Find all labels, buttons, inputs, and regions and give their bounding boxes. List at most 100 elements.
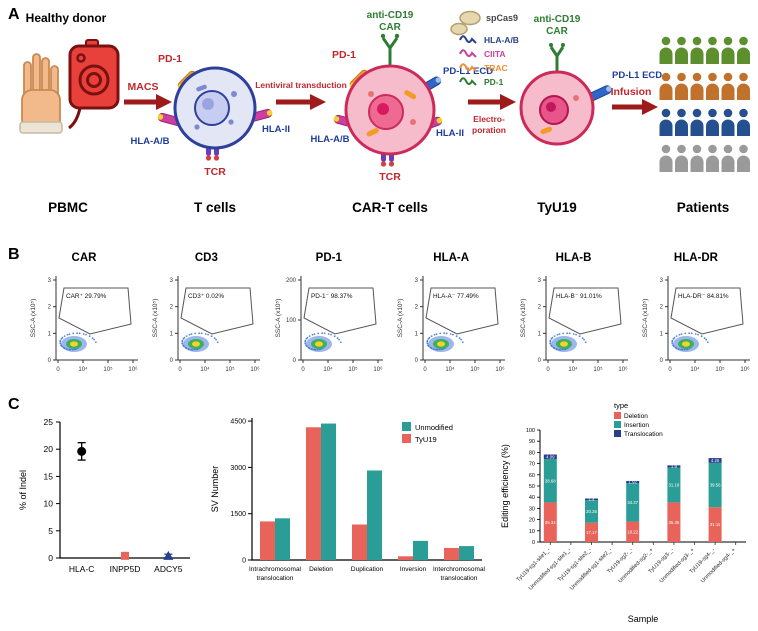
gate-label: HLA-A⁻ 77.49% xyxy=(433,293,479,300)
legend-title: type xyxy=(614,401,628,410)
flow-gate xyxy=(425,287,499,335)
stage-label-tcells: T cells xyxy=(194,200,236,215)
flow-ylabel: SSC-A (x10⁵) xyxy=(520,299,527,338)
infusion-label: Infusion xyxy=(611,86,652,98)
flow-ytick-label: 0 xyxy=(660,358,664,364)
population-core-center xyxy=(70,341,78,347)
car-label-line1: anti-CD19 xyxy=(534,14,581,25)
sv-chart: 0 1500 3000 4500 SV Number Intrachromosomal tr… xyxy=(204,408,490,625)
flow-ylabel: SSC-A (x10⁵) xyxy=(275,299,282,338)
flow-xtick-label: 10⁶ xyxy=(128,366,138,373)
legend-label: Unmodified xyxy=(415,423,453,432)
patient-icon xyxy=(721,36,735,64)
ytick-label: 0 xyxy=(48,553,53,563)
scatter-dot xyxy=(314,348,317,351)
bar-tyu19 xyxy=(260,521,275,560)
flow-ytick-label: 3 xyxy=(537,278,541,284)
arrowhead xyxy=(500,94,516,110)
macs-arrow: MACS xyxy=(124,81,172,110)
scatter-dot xyxy=(60,337,63,340)
flow-plot-car: CAR SSC-A (x10⁵) 0 1 2 3 0 10⁴ 10⁵ 10⁶ CAR⁺ 29.79% xyxy=(26,252,142,395)
segment-value: 34.37 xyxy=(627,500,638,505)
segment-value: 1.92 xyxy=(629,480,638,485)
tcr-label: TCR xyxy=(379,171,401,183)
scatter-dot xyxy=(59,340,62,343)
flow-ytick-label: 200 xyxy=(286,278,297,284)
scatter-dot xyxy=(329,333,332,336)
flow-plot-canvas: SSC-A (x10⁵) 0 100 200 0 10⁴ 10⁵ 10⁶ PD-1⁻ 98.37… xyxy=(275,276,383,373)
indel-chart: 0 5 10 15 20 25 % of Indel HLA-C INPP5D ADCY5 xyxy=(10,408,200,613)
ytick-label: 30 xyxy=(529,506,535,512)
patient-icon xyxy=(706,72,719,100)
segment-value: 35.34 xyxy=(545,520,556,525)
scatter-dot xyxy=(181,342,184,345)
scatter-dot xyxy=(433,348,435,350)
scatter-dot xyxy=(550,345,553,348)
y-axis-label: % of Indel xyxy=(18,470,28,510)
scatter-dot xyxy=(458,337,461,340)
flow-xtick-label: 10⁵ xyxy=(103,366,113,373)
scatter-dot xyxy=(323,332,326,335)
xtick-label: INPP5D xyxy=(110,564,141,574)
guide-rna-icon xyxy=(459,35,477,44)
patient-icon xyxy=(706,108,719,136)
stack-segment xyxy=(543,502,557,542)
flow-ytick-label: 0 xyxy=(292,358,296,364)
scatter-dot xyxy=(59,342,62,345)
scatter-dot xyxy=(449,333,452,335)
bar-unmodified xyxy=(459,546,474,560)
scatter-dot xyxy=(436,348,439,351)
flow-xtick-label: 10⁴ xyxy=(78,366,88,373)
scatter-dot xyxy=(559,348,562,351)
pd1-label: PD-1 xyxy=(332,49,356,61)
scatter-dot xyxy=(94,341,97,344)
wrist-band xyxy=(19,121,63,134)
scatter-dot xyxy=(688,332,691,335)
panel-b-label: B xyxy=(8,246,20,263)
scatter-dot xyxy=(191,333,193,336)
scatter-dot xyxy=(317,332,319,335)
xtick-label: ADCY5 xyxy=(154,564,183,574)
flow-plot-title: PD-1 xyxy=(315,252,342,264)
bar-unmodified xyxy=(275,518,290,560)
ytick-label: 20 xyxy=(44,444,54,454)
stage-label-cartcells: CAR-T cells xyxy=(352,200,428,215)
flow-xtick-label: 10⁵ xyxy=(593,366,603,373)
ytick-label: 50 xyxy=(529,484,535,490)
flow-xtick-label: 10⁶ xyxy=(740,366,750,373)
scatter-dot xyxy=(430,335,433,337)
pdl1-label: PD-L1 ECD xyxy=(443,66,493,77)
legend-swatch xyxy=(614,430,621,437)
bar-unmodified xyxy=(367,470,382,560)
xtick-label: translocation xyxy=(257,575,294,582)
scatter-dot xyxy=(435,333,438,336)
scatter-dot xyxy=(565,332,568,335)
gate-label: PD-1⁻ 98.37% xyxy=(311,293,353,300)
scatter-dot xyxy=(680,333,683,336)
flow-xtick-label: 0 xyxy=(301,367,305,373)
xtick-label: Inversion xyxy=(400,566,427,573)
patient-icon xyxy=(737,144,750,172)
ytick-label: 1500 xyxy=(230,511,246,518)
scatter-dot xyxy=(684,332,687,335)
scatter-dot xyxy=(60,345,63,348)
flow-ytick-label: 0 xyxy=(170,358,174,364)
scatter-dot xyxy=(572,333,575,335)
ytick-label: 80 xyxy=(529,450,535,456)
population-core-center xyxy=(559,341,568,347)
scatter-dot xyxy=(426,340,429,343)
scatter-dot xyxy=(433,333,436,336)
flow-ytick-label: 1 xyxy=(660,331,664,337)
segment-value: 17.17 xyxy=(586,530,597,535)
scatter-dot xyxy=(63,335,66,337)
flow-plot-canvas: SSC-A (x10⁵) 0 1 2 3 0 10⁴ 10⁵ 10⁶ HLA-B⁻ 91.01% xyxy=(520,276,628,373)
scatter-dot xyxy=(582,338,585,341)
scatter-dot xyxy=(183,345,186,348)
flow-ytick-label: 0 xyxy=(537,358,541,364)
t-cell: PD-1 HLA-A/B HLA-II TCR xyxy=(130,53,290,178)
panel-a-diagram: Healthy donor MACS xyxy=(19,10,750,215)
scatter-dot xyxy=(430,347,433,350)
xtick-label: Interchromosomal xyxy=(433,566,486,573)
scatter-dot xyxy=(553,347,556,350)
scatter-dot xyxy=(445,332,448,335)
